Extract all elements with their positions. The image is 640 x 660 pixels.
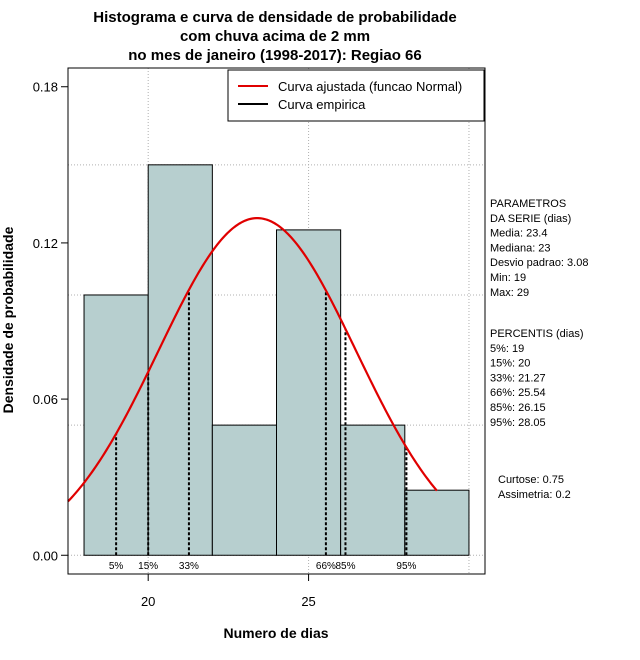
percentiles-block: PERCENTIS (dias) 5%: 19 15%: 20 33%: 21.… [490, 328, 584, 429]
chart-legend: Curva ajustada (funcao Normal) Curva emp… [227, 69, 485, 122]
x-tick-label: 25 [301, 594, 315, 609]
histogram-bar [276, 229, 342, 556]
percentile-label: 66% [316, 561, 336, 572]
histogram-bar [404, 489, 470, 556]
chart-title: Histograma e curva de densidade de proba… [93, 9, 456, 64]
stat-line: Min: 19 [490, 272, 526, 284]
stat-line: Mediana: 23 [490, 242, 551, 254]
y-tick-label: 0.12 [33, 236, 58, 251]
x-axis: 20 25 [141, 573, 316, 609]
histogram-bars [83, 164, 470, 556]
legend-label-empirical: Curva empirica [278, 97, 366, 112]
shape-stats-block: Curtose: 0.75 Assimetria: 0.2 [498, 474, 571, 501]
stat-line: 33%: 21.27 [490, 372, 546, 384]
normal-curve [67, 217, 438, 503]
stat-line: 95%: 28.05 [490, 417, 546, 429]
percentile-label: 85% [335, 561, 355, 572]
percentile-label: 5% [109, 561, 124, 572]
y-axis-title: Densidade de probabilidade [0, 226, 16, 413]
y-tick-label: 0.18 [33, 80, 58, 95]
statistics-panel: PARAMETROS DA SERIE (dias) Media: 23.4 Me… [490, 198, 588, 501]
legend-box [227, 69, 485, 122]
x-tick-label: 20 [141, 594, 155, 609]
percentile-label: 15% [138, 561, 158, 572]
stat-line: DA SERIE (dias) [490, 213, 571, 225]
y-axis: 0.00 0.06 0.12 0.18 [33, 80, 68, 563]
legend-label-fitted: Curva ajustada (funcao Normal) [278, 79, 462, 94]
title-line-2: com chuva acima de 2 mm [180, 28, 370, 45]
normal-curve-group [67, 217, 438, 503]
histogram-bar [147, 164, 213, 556]
histogram-bar [83, 294, 149, 556]
parameters-block: PARAMETROS DA SERIE (dias) Media: 23.4 Me… [490, 198, 588, 299]
percentile-lines: 5% 15% 33% 66% 85% 95% [109, 289, 417, 572]
histogram-bar [211, 424, 278, 556]
title-line-3: no mes de janeiro (1998-2017): Regiao 66 [128, 47, 421, 64]
stat-line: Media: 23.4 [490, 228, 547, 240]
stat-line: 15%: 20 [490, 358, 530, 370]
histogram-bar [340, 424, 406, 556]
stat-line: 85%: 26.15 [490, 402, 546, 414]
stat-line: Curtose: 0.75 [498, 474, 564, 486]
y-tick-label: 0.00 [33, 548, 58, 563]
x-axis-title: Numero de dias [223, 625, 328, 641]
stat-line: 66%: 25.54 [490, 387, 546, 399]
title-line-1: Histograma e curva de densidade de proba… [93, 9, 456, 26]
stat-line: Desvio padrao: 3.08 [490, 257, 588, 269]
stat-line: PERCENTIS (dias) [490, 328, 584, 340]
stat-line: Assimetria: 0.2 [498, 489, 571, 501]
percentile-label: 95% [396, 561, 416, 572]
stat-line: Max: 29 [490, 287, 529, 299]
stat-line: 5%: 19 [490, 343, 524, 355]
stat-line: PARAMETROS [490, 198, 566, 210]
percentile-label: 33% [179, 561, 199, 572]
y-tick-label: 0.06 [33, 392, 58, 407]
